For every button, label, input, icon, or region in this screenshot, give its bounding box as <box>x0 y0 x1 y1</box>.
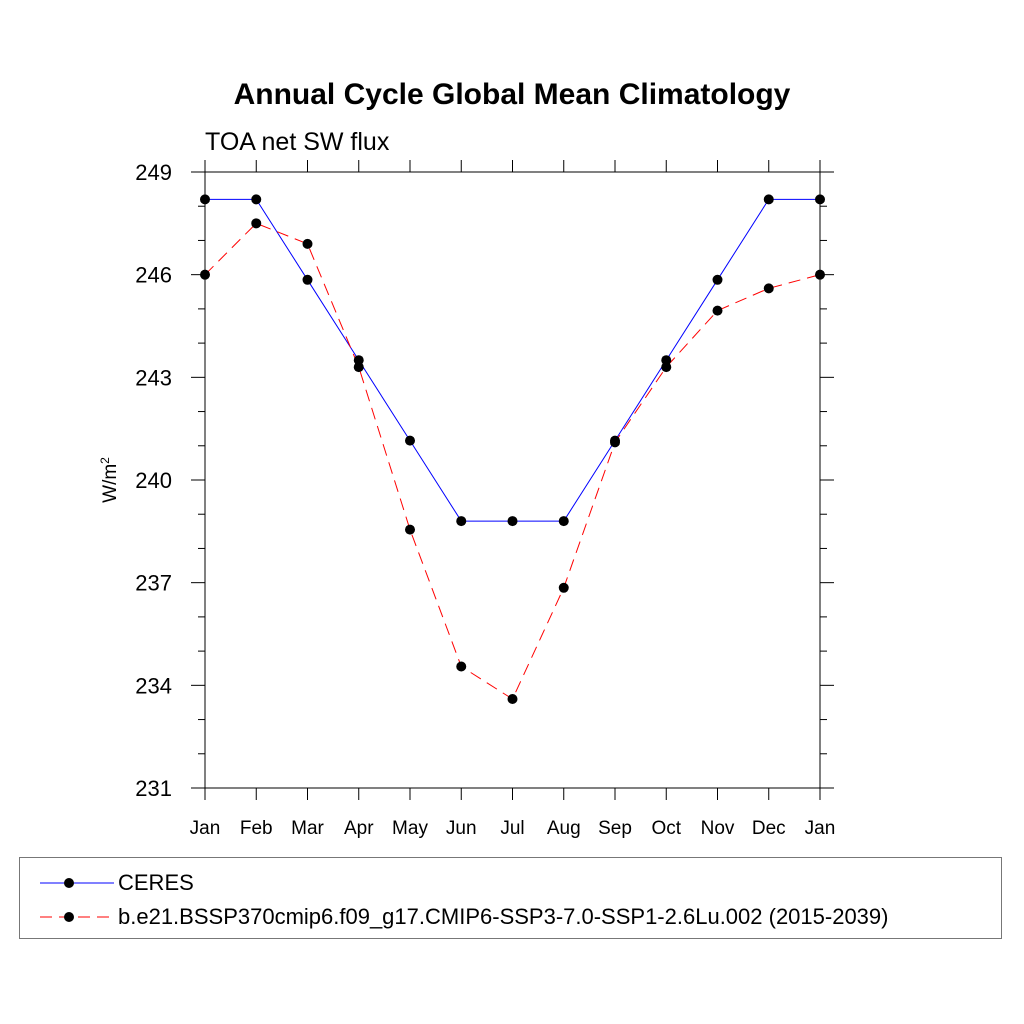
x-tick-label-6: Jul <box>500 818 524 839</box>
series-0-point-4 <box>405 435 415 446</box>
x-tick-label-12: Jan <box>805 818 836 839</box>
series-1-point-0 <box>200 269 210 280</box>
series-1-point-8 <box>610 437 620 448</box>
y-tick-label-6: 249 <box>135 160 172 185</box>
series-line-1 <box>204 222 821 700</box>
legend-entry-0: CERES <box>20 869 194 897</box>
legend-entry-1: b.e21.BSSP370cmip6.f09_g17.CMIP6-SSP3-7.… <box>20 903 888 931</box>
legend-marker-0 <box>40 878 114 888</box>
x-tick-label-3: Apr <box>344 818 374 839</box>
series-0-point-0 <box>200 194 210 205</box>
y-tick-label-2: 237 <box>135 571 172 596</box>
legend-marker-1 <box>40 912 114 922</box>
chart-subtitle: TOA net SW flux <box>205 128 390 156</box>
series-1-point-12 <box>815 269 825 280</box>
series-0-point-12 <box>815 194 825 205</box>
x-tick-label-0: Jan <box>190 818 221 839</box>
y-tick-label-4: 243 <box>135 365 172 390</box>
x-tick-label-7: Aug <box>547 818 581 839</box>
legend-label-0: CERES <box>118 870 194 895</box>
line-chart: 231 234 237 240 243 246 249 Jan Feb Mar Apr May Jun J… <box>135 160 836 839</box>
series-0-point-9 <box>661 355 672 366</box>
legend: CERES b.e21.BSSP370cmip6.f09_g17.CMIP6-S… <box>19 857 1002 939</box>
x-tick-label-2: Mar <box>291 818 324 839</box>
y-tick-label-3: 240 <box>135 468 172 493</box>
x-tick-label-1: Feb <box>240 818 273 839</box>
x-tick-label-8: Sep <box>598 818 632 839</box>
series-0-point-5 <box>456 516 467 527</box>
series-1-point-10 <box>712 305 723 316</box>
x-tick-label-5: Jun <box>446 818 477 839</box>
series-1-point-1 <box>251 218 262 229</box>
series-0-point-6 <box>507 516 518 527</box>
series-1-point-9 <box>661 362 672 373</box>
x-tick-label-11: Dec <box>752 818 786 839</box>
chart-title: Annual Cycle Global Mean Climatology <box>233 78 791 111</box>
series-0-point-3 <box>353 355 364 366</box>
series-1-point-5 <box>456 661 467 672</box>
series-0-point-10 <box>712 274 723 285</box>
x-tick-label-4: May <box>392 818 428 839</box>
series-1-point-6 <box>507 694 518 705</box>
series-1-point-11 <box>763 283 774 294</box>
legend-label-1: b.e21.BSSP370cmip6.f09_g17.CMIP6-SSP3-7.… <box>118 904 889 929</box>
y-tick-label-5: 246 <box>135 263 172 288</box>
y-tick-label-1: 234 <box>135 673 172 698</box>
series-1-point-2 <box>302 238 313 249</box>
x-tick-label-10: Nov <box>701 818 735 839</box>
series-0-point-1 <box>251 194 262 205</box>
series-0-point-7 <box>558 516 569 527</box>
y-tick-label-0: 231 <box>135 776 172 801</box>
x-tick-label-9: Oct <box>651 818 681 839</box>
series-1-point-3 <box>353 362 364 373</box>
series-0-point-2 <box>302 274 313 285</box>
series-0-point-11 <box>763 194 774 205</box>
series-1-point-4 <box>405 524 415 535</box>
series-line-0 <box>205 198 820 522</box>
series-1-point-7 <box>558 582 569 593</box>
